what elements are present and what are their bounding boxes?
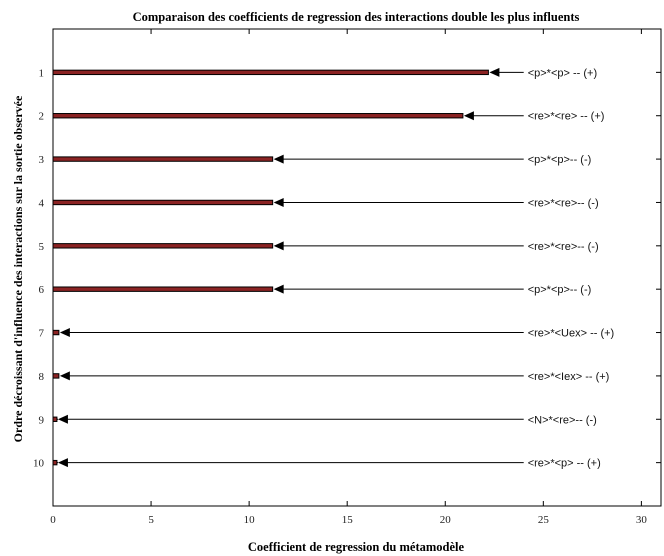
annotation-arrow-head [59,328,70,338]
annotation-label: <re>*<Iex> -- (+) [528,371,610,383]
y-tick-label: 4 [39,197,45,209]
y-axis-label: Ordre décroissant d'influence des intera… [11,95,25,442]
bar [52,156,274,162]
x-axis-label: Coefficient de regression du métamodèle [248,540,465,554]
plot-area: 0 5 10 15 20 25 30 1 <p>*<p> -- (+) 2 <re>*<re> --… [33,28,662,526]
x-tick-label: 30 [636,514,648,526]
y-tick-label: 6 [39,284,45,296]
y-tick-label: 8 [39,371,45,383]
annotation-label: <re>*<re>-- (-) [528,197,599,209]
bar [52,373,60,379]
annotation-label: <re>*<Uex> -- (+) [528,328,615,340]
bar [52,286,274,292]
annotation-arrow-head [273,284,284,294]
x-tick-label: 15 [342,514,354,526]
annotation-arrow-head [57,414,68,424]
x-tick-label: 20 [440,514,452,526]
annotation-arrow-head [489,67,500,77]
annotation-label: <p>*<p> -- (+) [528,67,597,79]
chart-title: Comparaison des coefficients de regressi… [133,10,580,24]
annotation-label: <re>*<re>-- (-) [528,241,599,253]
annotation-arrow-head [273,197,284,207]
bar [52,199,274,206]
bar [52,113,464,119]
x-tick-label: 25 [538,514,550,526]
annotation-label: <re>*<re> -- (+) [528,111,605,123]
annotation-label: <N>*<re>-- (-) [528,414,597,426]
annotation-label: <p>*<p>-- (-) [528,284,592,296]
y-tick-label: 5 [39,241,45,253]
x-tick-label: 0 [50,514,56,526]
y-tick-label: 10 [33,458,45,470]
bar [52,329,60,336]
y-tick-label: 1 [39,67,45,79]
bar [52,459,58,466]
annotation-arrow-head [57,458,68,468]
y-tick-label: 2 [39,111,45,123]
y-axis-label-group: Ordre décroissant d'influence des intera… [11,95,25,442]
annotation-arrow-head [273,241,284,251]
x-tick-label: 5 [148,514,154,526]
annotation-arrow-head [59,371,70,381]
y-tick-label: 7 [39,328,45,340]
annotation-label: <p>*<p>-- (-) [528,154,592,166]
annotation-arrow-head [273,154,284,164]
y-tick-label: 3 [39,154,45,166]
annotation-arrow-head [463,111,474,121]
x-tick-label: 10 [244,514,256,526]
bar [52,69,489,76]
bar [52,416,58,422]
bar [52,243,274,249]
y-tick-label: 9 [39,414,45,426]
plot-frame [52,28,662,507]
annotation-label: <re>*<p> -- (+) [528,458,601,470]
